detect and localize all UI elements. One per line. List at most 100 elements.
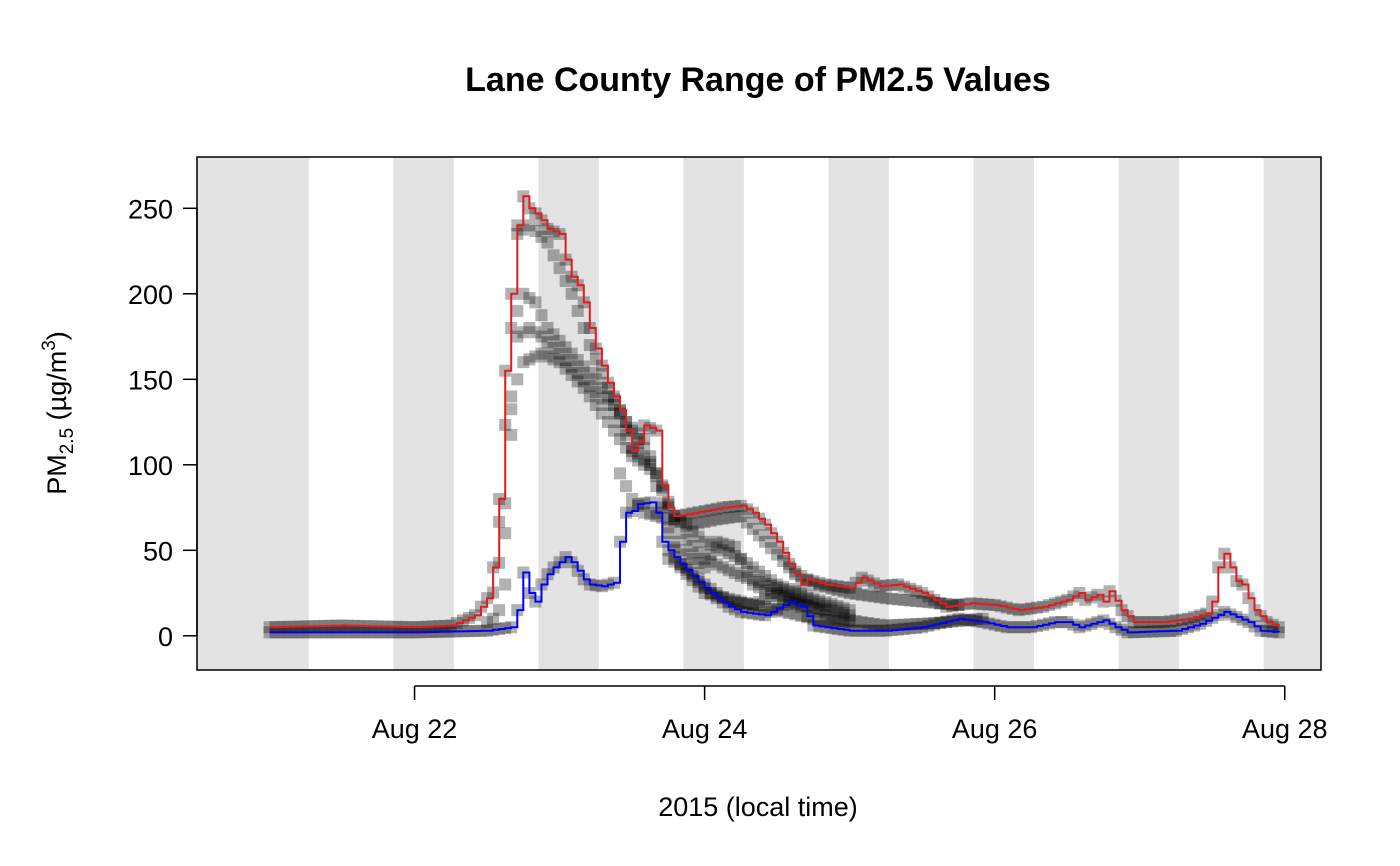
site-marker [547, 249, 560, 262]
site-marker [885, 619, 898, 632]
site-marker [813, 605, 826, 618]
site-marker [753, 581, 765, 594]
site-marker [662, 513, 675, 526]
site-marker [626, 493, 639, 505]
site-marker [505, 428, 518, 441]
site-marker [831, 614, 844, 627]
y-tick-label: 200 [128, 280, 173, 310]
site-marker [801, 589, 814, 602]
site-marker [656, 484, 669, 497]
site-marker [765, 574, 778, 587]
site-marker [692, 546, 705, 559]
site-marker [686, 518, 699, 531]
site-marker [517, 223, 530, 236]
y-tick-label: 150 [128, 365, 173, 395]
site-marker [632, 427, 645, 440]
x-tick-label: Aug 28 [1242, 714, 1328, 744]
site-marker [819, 600, 832, 613]
site-marker [644, 458, 657, 471]
site-marker [777, 554, 790, 567]
site-marker [650, 467, 663, 480]
x-tick-label: Aug 22 [372, 714, 458, 744]
site-marker [535, 230, 548, 243]
site-marker [722, 511, 735, 524]
night-band [1263, 157, 1321, 670]
site-marker [771, 581, 784, 594]
site-marker [753, 565, 765, 578]
site-marker [843, 587, 856, 600]
site-marker [571, 375, 584, 388]
site-marker [505, 403, 518, 416]
site-marker [759, 601, 772, 614]
site-marker [589, 386, 602, 399]
site-marker [620, 480, 633, 493]
site-marker [704, 588, 717, 601]
site-marker [650, 470, 663, 483]
site-marker [759, 593, 772, 606]
site-marker [722, 539, 735, 552]
site-marker [680, 533, 693, 546]
site-marker [740, 597, 753, 610]
site-marker [716, 561, 729, 574]
site-marker [710, 541, 723, 554]
site-marker [565, 287, 578, 300]
site-marker [529, 225, 542, 238]
site-marker [771, 548, 784, 561]
site-marker [704, 555, 717, 568]
site-marker [746, 599, 759, 612]
site-marker [559, 341, 572, 354]
site-marker [759, 535, 772, 548]
site-marker [505, 390, 518, 403]
site-marker [795, 609, 808, 622]
site-marker [716, 544, 729, 557]
site-marker [771, 589, 784, 602]
site-marker [765, 587, 778, 600]
max-value-line [269, 195, 1280, 629]
site-marker [541, 322, 554, 334]
site-marker [692, 557, 705, 570]
site-marker [728, 550, 741, 562]
site-marker [783, 583, 796, 596]
site-marker [583, 379, 596, 392]
site-marker [759, 577, 772, 590]
site-marker [571, 366, 584, 379]
site-marker [746, 573, 759, 586]
site-marker [819, 613, 832, 626]
site-marker [626, 450, 639, 463]
site-marker [656, 501, 669, 514]
site-marker [499, 497, 512, 510]
site-marker [529, 350, 542, 363]
site-marker [589, 398, 602, 411]
site-marker [795, 587, 808, 600]
site-marker [529, 296, 542, 309]
site-marker [789, 588, 802, 601]
site-marker [499, 527, 512, 540]
site-marker [601, 416, 614, 429]
site-marker [837, 585, 850, 598]
site-marker [523, 353, 536, 366]
site-marker [710, 535, 723, 548]
site-marker [807, 595, 820, 608]
site-marker [831, 604, 844, 617]
site-marker [511, 304, 524, 317]
site-marker [541, 350, 554, 363]
site-marker [607, 398, 620, 411]
site-marker [638, 441, 651, 454]
site-marker [650, 467, 663, 480]
site-marker [849, 587, 862, 600]
site-marker [873, 618, 886, 631]
site-marker [674, 515, 687, 528]
site-marker [728, 594, 741, 607]
site-marker [843, 604, 856, 617]
site-marker [879, 592, 892, 605]
site-marker [819, 609, 832, 622]
site-marker [813, 597, 826, 610]
site-marker [837, 607, 850, 619]
site-marker [553, 262, 566, 275]
site-marker [674, 516, 687, 529]
site-marker [740, 565, 753, 578]
site-marker [601, 381, 614, 394]
y-tick-label: 0 [158, 622, 173, 652]
site-marker [674, 544, 687, 557]
site-marker [704, 538, 717, 551]
